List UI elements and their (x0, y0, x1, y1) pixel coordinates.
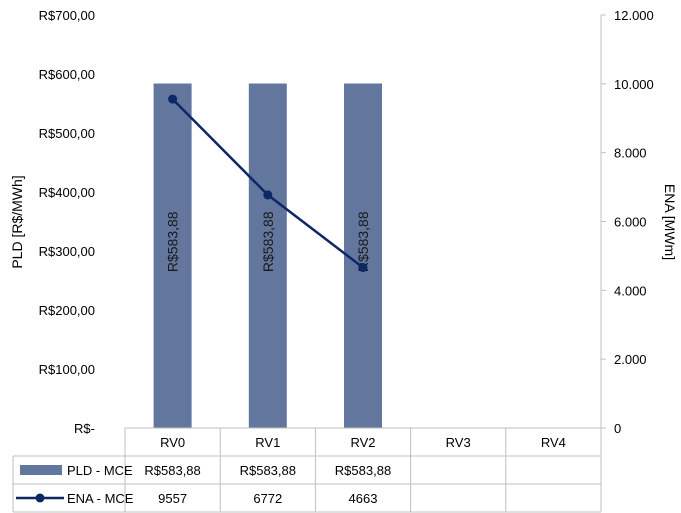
right-tick-label: 8.000 (614, 146, 647, 161)
left-tick-label: R$300,00 (39, 244, 95, 259)
left-tick-label: R$600,00 (39, 67, 95, 82)
left-axis-title: PLD [R$/MWh] (9, 175, 25, 268)
right-tick-label: 12.000 (614, 8, 654, 23)
table-header-rv2: RV2 (350, 435, 375, 450)
table-header-rv0: RV0 (160, 435, 185, 450)
table-header-rv3: RV3 (446, 435, 471, 450)
bar-series: R$583,88 R$583,88 R$583,88 (153, 83, 382, 428)
left-tick-label: R$- (74, 421, 95, 436)
right-tick-label: 2.000 (614, 352, 647, 367)
left-tick-label: R$400,00 (39, 185, 95, 200)
table-header-rv1: RV1 (255, 435, 280, 450)
table-cell-value: R$583,88 (335, 463, 391, 478)
legend-key-bar (20, 465, 62, 475)
table-cell-value: 9557 (158, 491, 187, 506)
table-header-rv4: RV4 (541, 435, 566, 450)
bar-data-label: R$583,88 (260, 211, 276, 272)
ena-point (358, 263, 368, 273)
ena-point (263, 190, 273, 200)
right-tick-label: 4.000 (614, 283, 647, 298)
data-table: RV0 RV1 RV2 RV3 RV4 PLD - MCE R$583,88 R$583,88… (12, 427, 602, 513)
table-cell-value: 6772 (253, 491, 282, 506)
right-tick-label: 6.000 (614, 215, 647, 230)
ena-point (168, 94, 178, 104)
left-tick-label: R$500,00 (39, 126, 95, 141)
legend-series-name: PLD - MCE (67, 463, 133, 478)
table-cell-value: R$583,88 (240, 463, 296, 478)
table-cell-value: R$583,88 (144, 463, 200, 478)
line-series (168, 94, 368, 273)
table-cell-value: 4663 (349, 491, 378, 506)
right-tick-label: 10.000 (614, 77, 654, 92)
right-tick-label: 0 (614, 421, 621, 436)
left-tick-label: R$100,00 (39, 362, 95, 377)
legend-series-name: ENA - MCE (67, 491, 134, 506)
legend-key-marker (35, 493, 45, 503)
bar-rv0 (153, 83, 192, 428)
right-axis-title: ENA [MWm] (662, 184, 678, 260)
bar-rv2 (344, 83, 382, 428)
left-tick-label: R$200,00 (39, 303, 95, 318)
bar-data-label: R$583,88 (165, 211, 181, 272)
bar-data-label: R$583,88 (355, 211, 371, 272)
right-axis: 0 2.000 4.000 6.000 8.000 10.000 12.000 (600, 8, 654, 436)
left-tick-label: R$700,00 (39, 8, 95, 23)
bar-rv1 (248, 83, 287, 428)
left-axis: R$- R$100,00 R$200,00 R$300,00 R$400,00 R$500… (39, 8, 95, 436)
